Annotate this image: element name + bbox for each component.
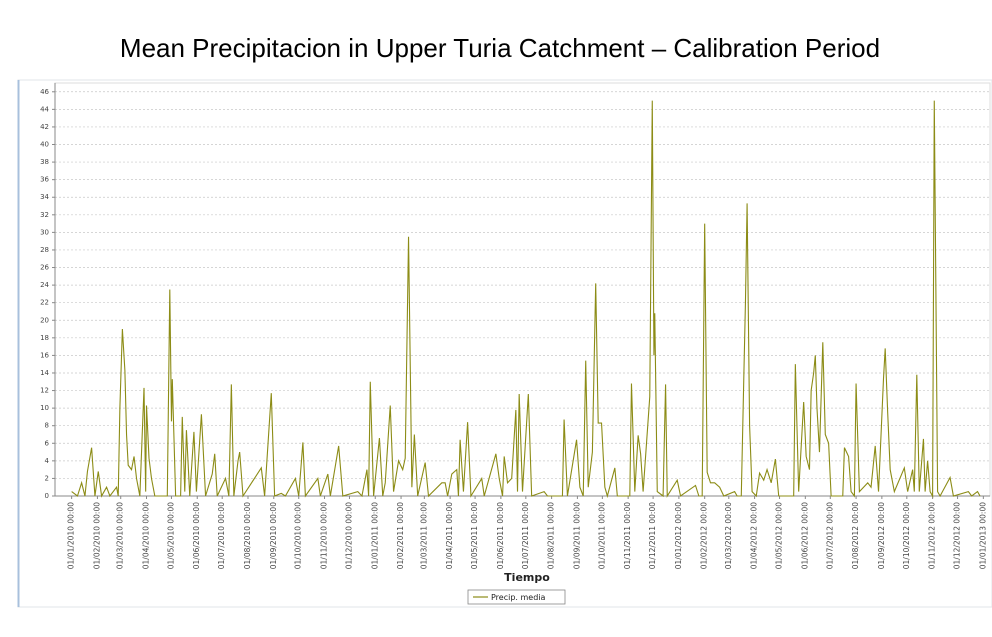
x-tick-label: 01/08/2011 00:00	[547, 502, 556, 569]
y-tick-label: 28	[40, 246, 49, 254]
legend-label: Precip. media	[491, 593, 546, 602]
chart-title: Mean Precipitacion in Upper Turia Catchm…	[120, 33, 880, 63]
y-tick-label: 0	[45, 492, 49, 500]
x-tick-label: 01/10/2011 00:00	[597, 502, 606, 569]
x-tick-label: 01/02/2012 00:00	[700, 502, 709, 569]
y-tick-label: 4	[45, 457, 50, 465]
x-tick-label: 01/11/2010 00:00	[320, 502, 329, 569]
y-tick-label: 22	[40, 299, 49, 307]
x-axis-label: Tiempo	[504, 571, 550, 584]
x-tick-label: 01/10/2012 00:00	[902, 502, 911, 569]
y-tick-label: 20	[40, 316, 49, 324]
x-tick-label: 01/04/2012 00:00	[750, 502, 759, 569]
x-tick-label: 01/12/2010 00:00	[344, 502, 353, 569]
y-tick-label: 46	[40, 88, 49, 96]
x-tick-label: 01/01/2012 00:00	[674, 502, 683, 569]
x-tick-label: 01/09/2012 00:00	[877, 502, 886, 569]
x-tick-label: 01/03/2011 00:00	[419, 502, 428, 569]
y-tick-label: 8	[45, 422, 49, 430]
y-tick-label: 12	[40, 387, 49, 395]
x-tick-label: 01/07/2011 00:00	[521, 502, 530, 569]
x-tick-label: 01/04/2011 00:00	[445, 502, 454, 569]
x-tick-label: 01/10/2010 00:00	[294, 502, 303, 569]
data-line	[71, 100, 981, 499]
y-tick-label: 30	[40, 228, 49, 236]
y-tick-label: 44	[40, 105, 49, 113]
x-tick-label: 01/11/2011 00:00	[623, 502, 632, 569]
x-tick-label: 01/08/2012 00:00	[851, 502, 860, 569]
y-tick-label: 24	[40, 281, 49, 289]
x-tick-label: 01/05/2010 00:00	[166, 502, 175, 569]
plot-area	[54, 82, 991, 497]
x-tick-label: 01/02/2010 00:00	[92, 502, 101, 569]
x-tick-label: 01/02/2011 00:00	[396, 502, 405, 569]
y-tick-label: 16	[40, 351, 49, 359]
x-tick-label: 01/06/2012 00:00	[800, 502, 809, 569]
x-tick-label: 01/09/2010 00:00	[269, 502, 278, 569]
x-tick-label: 01/12/2012 00:00	[953, 502, 962, 569]
x-tick-label: 01/01/2010 00:00	[67, 502, 76, 569]
x-tick-label: 01/01/2013 00:00	[978, 502, 987, 569]
x-tick-label: 01/09/2011 00:00	[572, 502, 581, 569]
x-tick-label: 01/05/2012 00:00	[775, 502, 784, 569]
x-tick-label: 01/06/2011 00:00	[496, 502, 505, 569]
y-tick-label: 6	[45, 439, 50, 447]
x-tick-label: 01/01/2011 00:00	[370, 502, 379, 569]
y-tick-label: 18	[40, 334, 49, 342]
y-tick-label: 26	[40, 264, 49, 272]
x-tick-label: 01/06/2010 00:00	[192, 502, 201, 569]
x-tick-label: 01/04/2010 00:00	[142, 502, 151, 569]
y-tick-label: 40	[40, 141, 49, 149]
y-tick-label: 34	[40, 193, 49, 201]
x-tick-label: 01/11/2012 00:00	[928, 502, 937, 569]
y-tick-label: 14	[40, 369, 49, 377]
y-tick-label: 42	[40, 123, 49, 131]
legend-box	[467, 589, 566, 605]
x-tick-label: 01/07/2010 00:00	[217, 502, 226, 569]
y-tick-label: 36	[40, 176, 49, 184]
x-tick-label: 01/12/2011 00:00	[648, 502, 657, 569]
x-tick-label: 01/03/2010 00:00	[116, 502, 125, 569]
x-tick-label: 01/08/2010 00:00	[243, 502, 252, 569]
y-tick-label: 2	[45, 474, 49, 482]
x-tick-label: 01/07/2012 00:00	[825, 502, 834, 569]
x-tick-label: 01/03/2012 00:00	[724, 502, 733, 569]
y-tick-label: 10	[40, 404, 49, 412]
x-tick-label: 01/05/2011 00:00	[470, 502, 479, 569]
y-tick-label: 38	[40, 158, 49, 166]
y-tick-label: 32	[40, 211, 49, 219]
